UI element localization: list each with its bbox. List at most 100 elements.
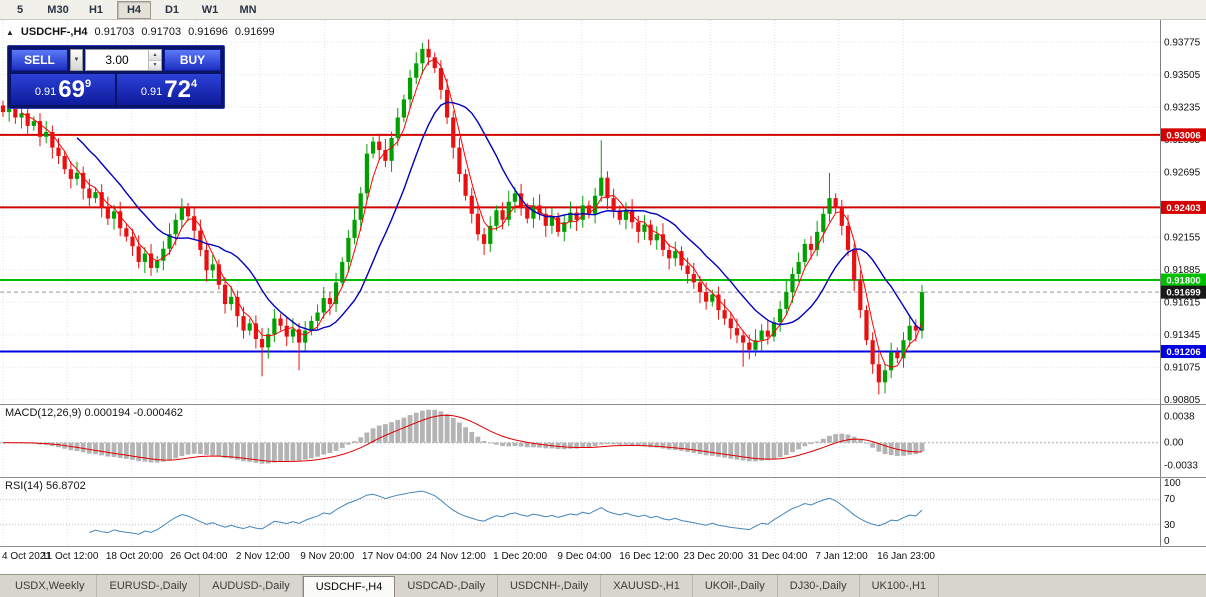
rsi-line — [89, 490, 923, 535]
time-axis-label: 7 Jan 12:00 — [815, 551, 868, 562]
buy-price-display[interactable]: 0.91 72 4 — [117, 74, 221, 105]
sell-price-big: 69 — [58, 76, 85, 103]
time-axis-label: 23 Dec 20:00 — [683, 551, 744, 562]
svg-text:0.93505: 0.93505 — [1164, 70, 1201, 81]
macd-label: MACD(12,26,9) 0.000194 -0.000462 — [5, 407, 183, 419]
volume-down-icon[interactable]: ▼ — [149, 60, 161, 70]
svg-text:0.93006: 0.93006 — [1166, 130, 1200, 141]
timeframe-button-d1[interactable]: D1 — [164, 3, 180, 16]
candles — [0, 39, 925, 395]
time-axis-label: 16 Dec 12:00 — [619, 551, 679, 562]
time-axis-label: 17 Nov 04:00 — [362, 551, 422, 562]
tab-eurusd-daily[interactable]: EURUSD-,Daily — [97, 575, 201, 597]
volume-stepper: ▲ ▼ — [148, 50, 161, 70]
ohlc-close-value: 0.91699 — [234, 26, 275, 38]
sell-price-pip: 9 — [85, 78, 92, 90]
tab-usdcad-daily[interactable]: USDCAD-,Daily — [395, 575, 498, 597]
timeframe-toolbar: 5 M30 H1 H4 D1 W1 MN — [0, 0, 1206, 20]
svg-text:0.92155: 0.92155 — [1164, 232, 1201, 243]
timeframe-button-h4[interactable]: H4 — [117, 0, 151, 19]
sell-price-display[interactable]: 0.91 69 9 — [11, 74, 115, 105]
buy-button[interactable]: BUY — [164, 49, 221, 71]
svg-text:0.91615: 0.91615 — [1164, 297, 1201, 308]
svg-text:0.0038: 0.0038 — [1164, 412, 1195, 423]
pane-divider[interactable] — [0, 477, 1206, 478]
sell-price-prefix: 0.91 — [34, 86, 57, 98]
time-axis[interactable]: 4 Oct 2021 11 Oct 12:00 18 Oct 20:00 26 Oct… — [0, 547, 1206, 574]
volume-value[interactable]: 3.00 — [105, 53, 129, 67]
time-axis-label: 1 Dec 20:00 — [493, 551, 548, 562]
time-axis-label: 2 Nov 12:00 — [235, 551, 290, 562]
svg-text:0.93235: 0.93235 — [1164, 102, 1201, 113]
buy-price-big: 72 — [164, 76, 191, 103]
svg-text:30: 30 — [1164, 520, 1176, 531]
chart-tab-bar: USDX,Weekly EURUSD-,Daily AUDUSD-,Daily … — [0, 574, 1206, 597]
svg-text:0.92695: 0.92695 — [1164, 167, 1201, 178]
buy-price-pip: 4 — [191, 78, 198, 90]
time-axis-label: 11 Oct 12:00 — [41, 551, 99, 562]
rsi-grid — [0, 478, 1160, 546]
price-tags: 0.93006 0.92403 0.91800 0.91206 0.91699 — [1161, 128, 1206, 359]
time-axis-label: 24 Nov 12:00 — [426, 551, 486, 562]
chart-ohlc-header: ▲ USDCHF-,H4 0.91703 0.91703 0.91696 0.9… — [6, 26, 275, 38]
rsi-axis: 100 70 30 0 — [1160, 478, 1181, 546]
time-axis-label: 26 Oct 04:00 — [170, 551, 228, 562]
sell-button[interactable]: SELL — [11, 49, 68, 71]
tab-ukoil-daily[interactable]: UKOil-,Daily — [693, 575, 778, 597]
macd-signal-line — [2, 414, 923, 462]
time-axis-label: 4 Oct 2021 — [2, 551, 51, 562]
time-axis-label: 18 Oct 20:00 — [105, 551, 164, 562]
timeframe-button-h1[interactable]: H1 — [88, 3, 104, 16]
svg-text:0: 0 — [1164, 536, 1170, 546]
volume-up-icon[interactable]: ▲ — [149, 50, 161, 61]
time-axis-label: 9 Dec 04:00 — [557, 551, 612, 562]
moving-averages — [21, 58, 923, 368]
rsi-label: RSI(14) 56.8702 — [5, 480, 86, 492]
macd-histogram — [0, 409, 925, 464]
ohlc-low-value: 0.91696 — [188, 26, 228, 38]
timeframe-button-m5[interactable]: 5 — [16, 3, 24, 16]
time-axis-label: 31 Dec 04:00 — [747, 551, 808, 562]
tab-usdx-weekly[interactable]: USDX,Weekly — [3, 575, 98, 597]
svg-text:0.91800: 0.91800 — [1166, 276, 1200, 287]
svg-text:0.91345: 0.91345 — [1164, 330, 1201, 341]
svg-text:0.91075: 0.91075 — [1164, 362, 1201, 373]
timeframe-button-mn[interactable]: MN — [239, 3, 257, 16]
tab-uk100-h1[interactable]: UK100-,H1 — [860, 575, 940, 597]
tab-usdchf-h4[interactable]: USDCHF-,H4 — [302, 576, 396, 597]
ohlc-open-value: 0.91703 — [94, 26, 135, 38]
svg-text:0.93775: 0.93775 — [1164, 37, 1201, 48]
rsi-pane[interactable]: 100 70 30 0 — [0, 478, 1206, 546]
ohlc-high-value: 0.91703 — [141, 26, 182, 38]
svg-text:0.92403: 0.92403 — [1166, 203, 1200, 214]
pane-divider[interactable] — [0, 404, 1206, 405]
buy-price-prefix: 0.91 — [140, 86, 163, 98]
macd-axis: 0.0038 0.00 -0.0033 — [1160, 405, 1198, 477]
main-price-chart[interactable]: 0.937750.935050.932350.929650.926950.924… — [0, 20, 1206, 404]
svg-text:0.91885: 0.91885 — [1164, 265, 1201, 276]
timeframe-button-w1[interactable]: W1 — [201, 3, 219, 16]
svg-text:-0.0033: -0.0033 — [1164, 460, 1198, 471]
svg-text:100: 100 — [1164, 478, 1181, 489]
tab-audusd-daily[interactable]: AUDUSD-,Daily — [200, 575, 303, 597]
volume-field[interactable]: 3.00 ▲ ▼ — [85, 49, 162, 71]
tab-usdcnh-daily[interactable]: USDCNH-,Daily — [498, 575, 602, 597]
time-axis-label: 9 Nov 20:00 — [300, 551, 355, 562]
macd-pane[interactable]: 0.0038 0.00 -0.0033 — [0, 405, 1206, 477]
svg-text:70: 70 — [1164, 494, 1176, 505]
svg-text:0.90805: 0.90805 — [1164, 395, 1201, 404]
tab-dj30-daily[interactable]: DJ30-,Daily — [778, 575, 860, 597]
svg-text:0.91699: 0.91699 — [1166, 288, 1200, 299]
time-axis-label: 16 Jan 23:00 — [877, 551, 935, 562]
symbol-up-arrow-icon: ▲ — [6, 27, 14, 37]
pane-divider — [0, 546, 1206, 547]
timeframe-button-m30[interactable]: M30 — [47, 3, 69, 16]
tab-xauusd-h1[interactable]: XAUUSD-,H1 — [601, 575, 693, 597]
one-click-trading-panel: SELL ▼ 3.00 ▲ ▼ BUY 0.91 69 9 0.91 72 4 — [7, 45, 225, 109]
volume-dropdown-icon[interactable]: ▼ — [70, 49, 83, 71]
horizontal-levels — [0, 133, 1160, 353]
svg-text:0.91206: 0.91206 — [1166, 347, 1200, 358]
svg-text:0.00: 0.00 — [1164, 438, 1184, 449]
chart-symbol-label: USDCHF-,H4 — [20, 26, 88, 38]
